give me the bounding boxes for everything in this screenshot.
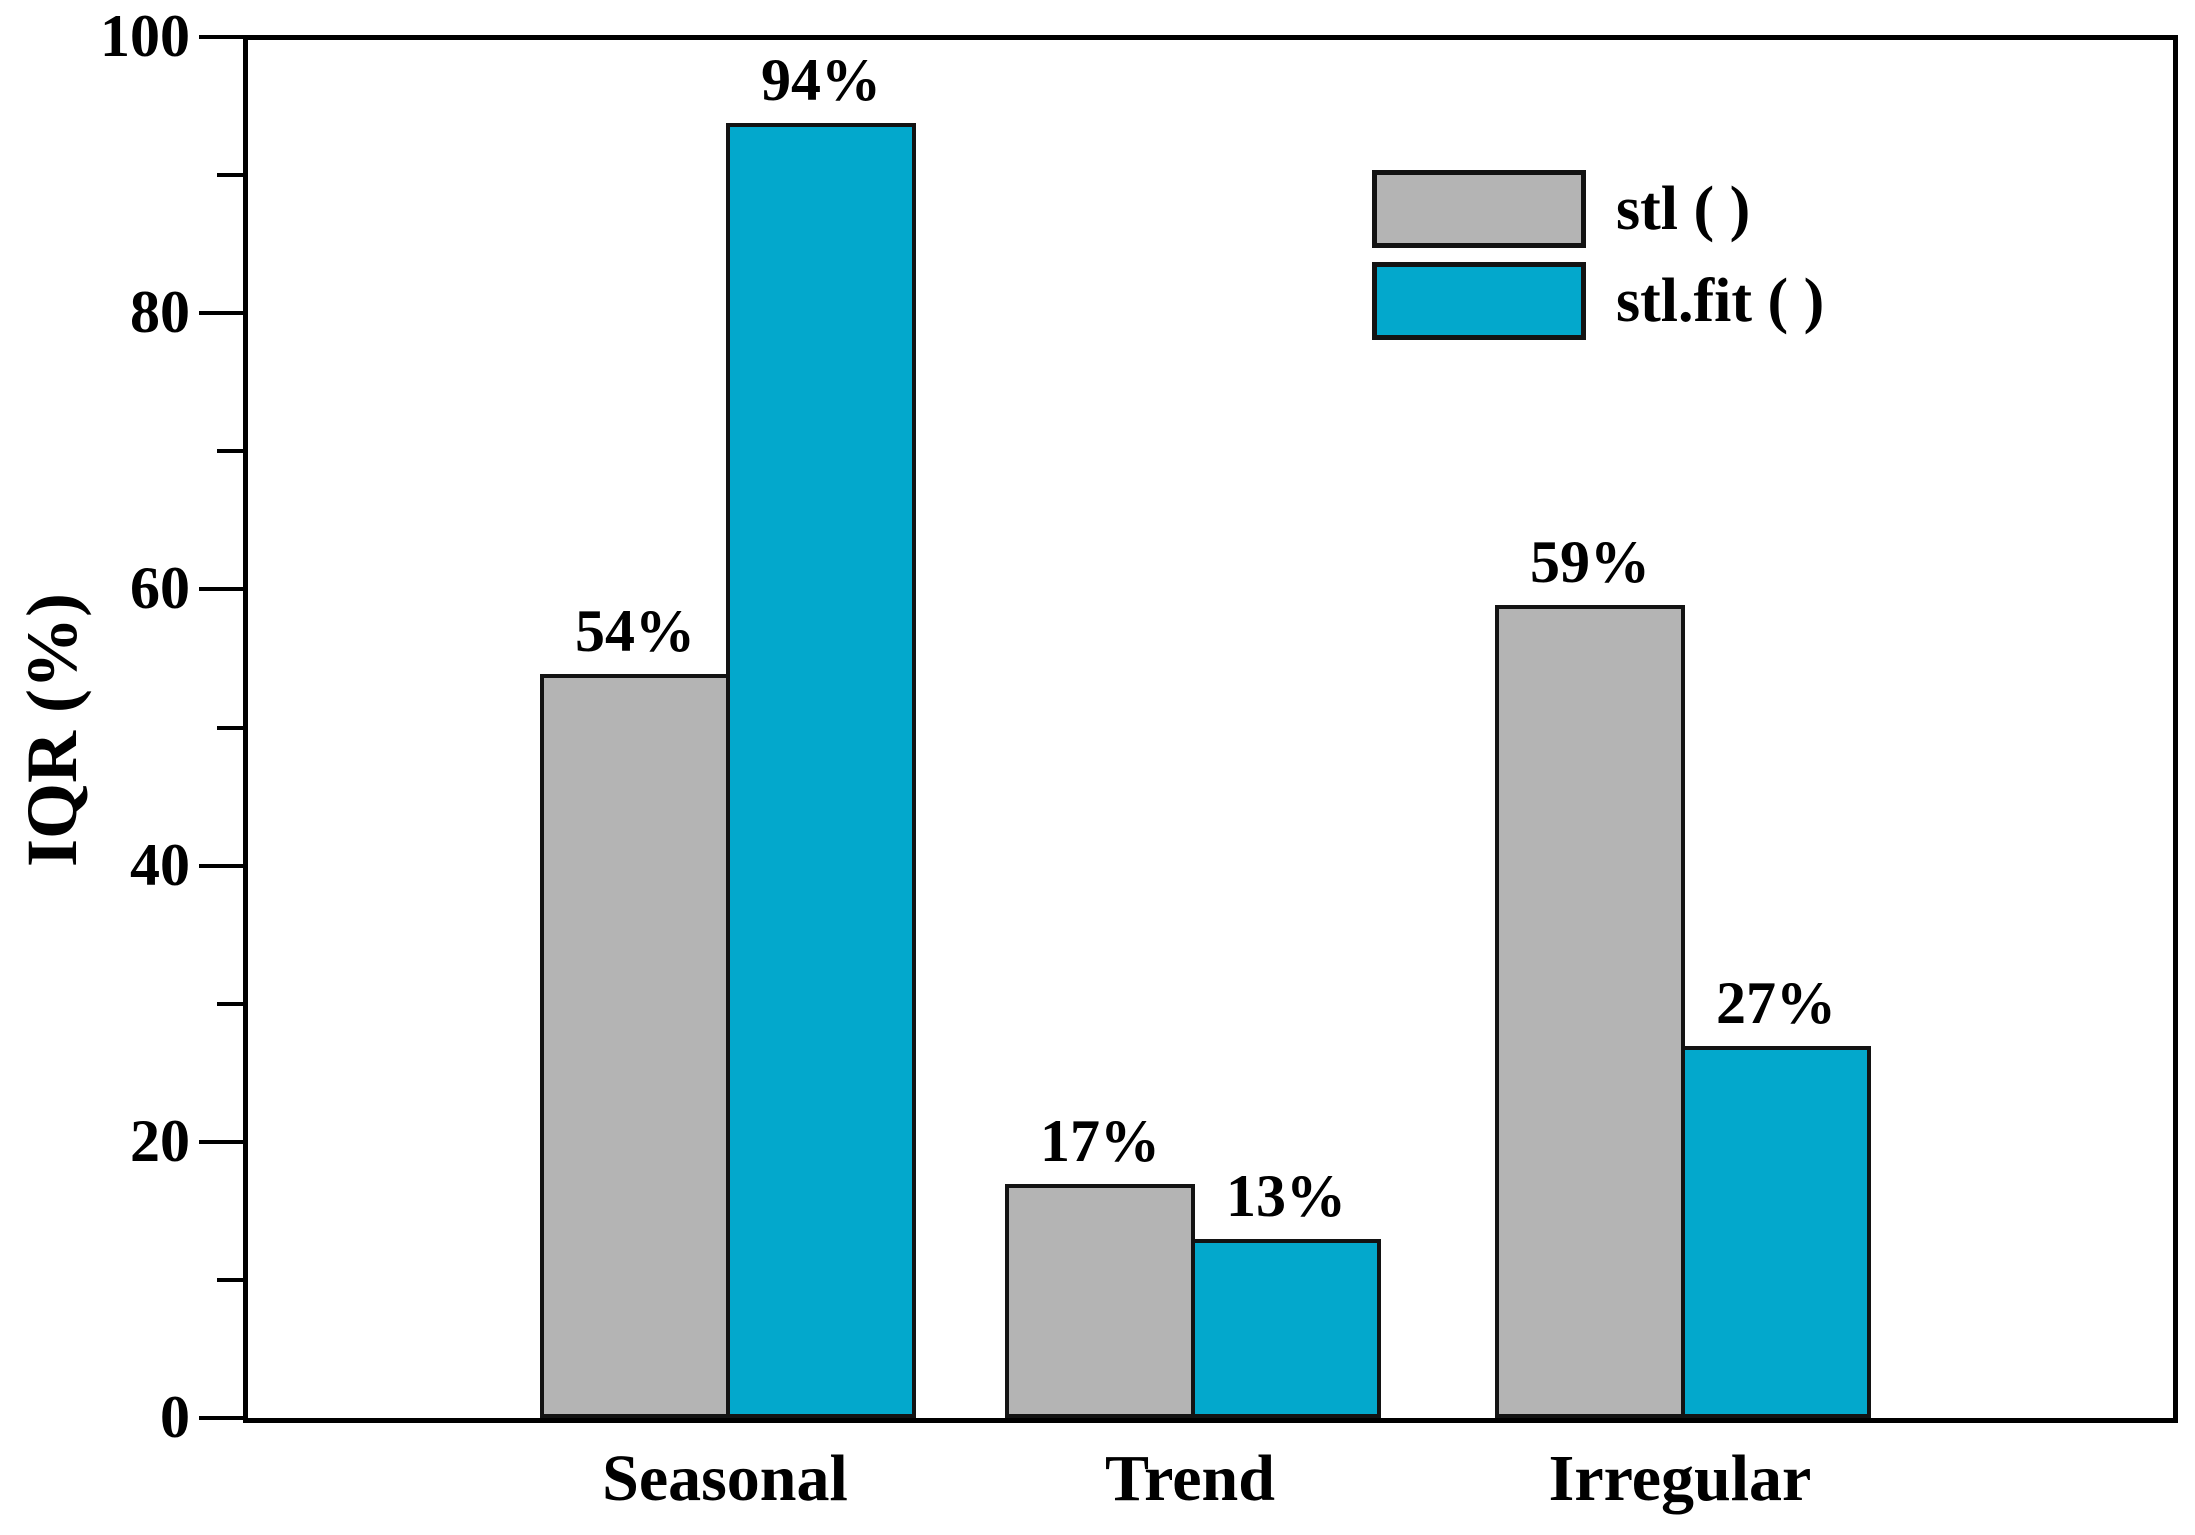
y-tick-label: 20 [130,1107,190,1174]
bar-value-label: 17% [1040,1108,1160,1174]
y-tick-label: 0 [160,1384,190,1450]
bar-value-label: 13% [1226,1163,1346,1229]
bar-seasonal-stl-fit [726,123,916,1418]
y-major-tick [199,35,243,39]
legend-label-stl: stl ( ) [1616,175,1751,243]
y-axis-title: IQR (%) [12,593,92,867]
y-major-tick [199,863,243,868]
legend-item-stl-fit: stl.fit ( ) [1372,262,1824,340]
legend-swatch-stl-fit [1372,262,1586,340]
x-category-label-seasonal: Seasonal [602,1442,848,1515]
y-tick-label: 40 [130,831,190,898]
bar-value-label: 54% [575,598,695,664]
y-minor-tick [217,173,243,178]
bar-seasonal-stl [540,674,730,1418]
y-major-tick [199,1416,243,1420]
y-major-tick [199,311,243,316]
y-minor-tick [217,449,243,454]
x-category-label-trend: Trend [1105,1442,1275,1515]
y-major-tick [199,587,243,592]
y-tick-label: 60 [130,555,190,622]
y-tick-label: 80 [130,279,190,346]
legend-label-stl-fit: stl.fit ( ) [1616,267,1825,335]
x-category-label-irregular: Irregular [1548,1442,1812,1515]
bar-value-label: 27% [1716,970,1836,1036]
legend-item-stl: stl ( ) [1372,170,1824,248]
bar-irregular-stl-fit [1681,1046,1871,1418]
plot-area: 54% 17% 59% 94% 13% 27% stl ( ) stl.fit ( ) [243,35,2178,1423]
y-major-tick [199,1139,243,1144]
legend-swatch-stl [1372,170,1586,248]
bar-value-label: 94% [761,47,881,113]
legend: stl ( ) stl.fit ( ) [1372,170,1824,354]
bar-value-label: 59% [1530,529,1650,595]
y-minor-tick [217,725,243,730]
bar-irregular-stl [1495,605,1685,1418]
y-tick-label: 100 [100,3,190,69]
bar-trend-stl-fit [1191,1239,1381,1418]
y-minor-tick [217,1001,243,1006]
y-minor-tick [217,1277,243,1282]
